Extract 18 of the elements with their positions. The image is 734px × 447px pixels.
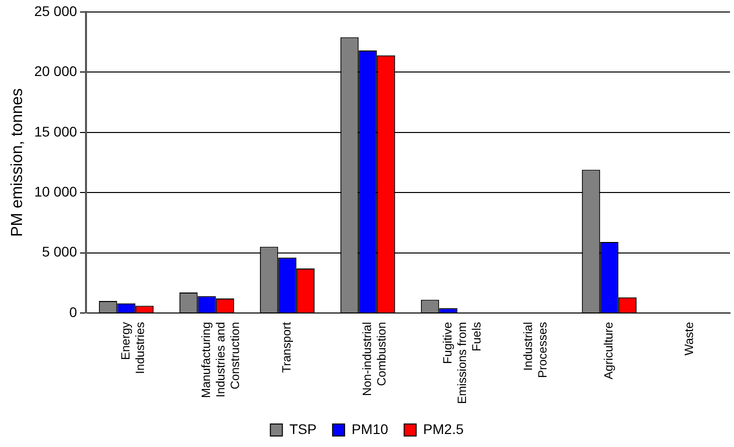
y-tick-label: 25 000 <box>34 2 78 19</box>
x-tick-label: Fugitive Emissions from Fuels <box>440 322 484 404</box>
y-tick-label: 5 000 <box>42 244 78 260</box>
x-tick-label: Manufacturing Industries and Construction <box>199 322 242 398</box>
x-tick-label: Non-industrial Combustion <box>360 322 388 396</box>
y-axis-title: PM emission, tonnes <box>9 88 26 237</box>
y-tick-label: 10 000 <box>34 183 78 200</box>
y-tick-label: 0 <box>69 304 78 320</box>
x-tick-label: Transport <box>280 321 294 373</box>
y-tick-label: 20 000 <box>34 63 78 80</box>
x-tick-label: Industrial Processes <box>521 322 550 378</box>
legend-label: TSP <box>289 420 317 437</box>
x-tick-label: Energy Industries <box>118 322 147 374</box>
y-tick-label: 15 000 <box>34 123 78 140</box>
x-tick-label: Waste <box>682 322 696 356</box>
legend-label: PM2.5 <box>423 420 464 437</box>
x-tick-label: Agriculture <box>602 322 616 380</box>
legend-label: PM10 <box>352 420 388 437</box>
